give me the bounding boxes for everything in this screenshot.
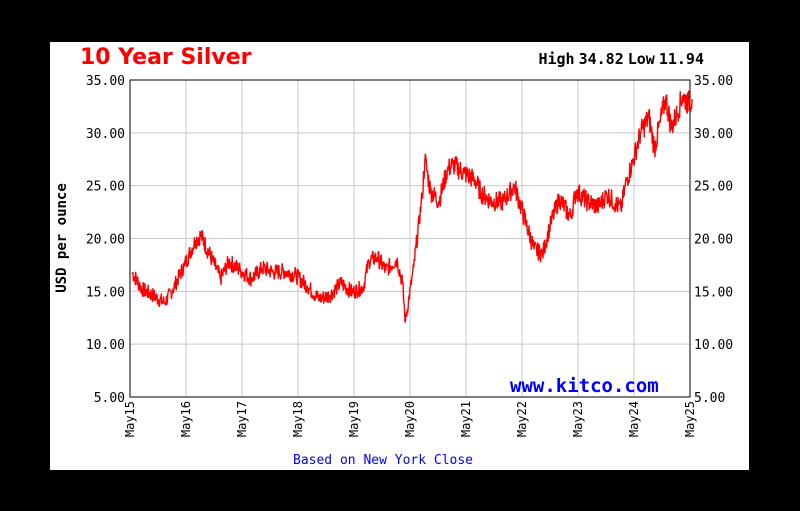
- chart-panel: 35.00 30.00 25.00 20.00 15.00 10.00 5.00 35.00 3…: [50, 42, 749, 470]
- y-tick-right: 25.00: [694, 180, 733, 195]
- kitco-watermark: www.kitco.com: [510, 375, 659, 397]
- plot-frame: [129, 79, 691, 398]
- low-value: 11.94: [658, 50, 704, 68]
- tick-labels: 35.00 30.00 25.00 20.00 15.00 10.00 5.00 35.00 3…: [86, 74, 733, 437]
- chart-title: 10 Year Silver: [80, 45, 252, 70]
- y-axis-label: USD per ounce: [54, 183, 70, 293]
- y-tick-left: 25.00: [86, 180, 125, 195]
- x-tick-label: May17: [235, 401, 249, 437]
- x-tick-label: May23: [571, 401, 585, 437]
- x-tick-label: May19: [347, 401, 361, 437]
- y-tick-right: 30.00: [694, 127, 733, 142]
- y-tick-right: 5.00: [694, 391, 725, 406]
- y-tick-left: 5.00: [94, 391, 125, 406]
- chart-plot: 35.00 30.00 25.00 20.00 15.00 10.00 5.00 35.00 3…: [54, 74, 733, 437]
- x-tick-label: May25: [683, 401, 697, 437]
- y-tick-left: 10.00: [86, 338, 125, 353]
- x-tick-label: May21: [459, 401, 473, 437]
- y-tick-left: 20.00: [86, 233, 125, 248]
- y-tick-left: 30.00: [86, 127, 125, 142]
- high-low-readout: High 34.82 Low 11.94: [534, 50, 704, 68]
- x-tick-label: May16: [179, 401, 193, 437]
- x-tick-label: May15: [123, 401, 137, 437]
- high-value: 34.82: [578, 50, 624, 68]
- footer-note: Based on New York Close: [293, 453, 474, 468]
- x-tick-label: May24: [627, 401, 641, 437]
- x-tick-label: May22: [515, 401, 529, 437]
- y-tick-right: 10.00: [694, 338, 733, 353]
- y-tick-right: 20.00: [694, 233, 733, 248]
- series-group: [131, 90, 693, 323]
- grid-lines: [129, 79, 691, 398]
- x-tick-label: May18: [291, 401, 305, 437]
- y-tick-left: 35.00: [86, 74, 125, 89]
- low-label: Low: [627, 50, 655, 68]
- y-tick-left: 15.00: [86, 285, 125, 300]
- y-tick-right: 35.00: [694, 74, 733, 89]
- high-label: High: [538, 50, 575, 68]
- x-tick-label: May20: [403, 401, 417, 437]
- y-tick-right: 15.00: [694, 285, 733, 300]
- price-series-line: [131, 90, 693, 323]
